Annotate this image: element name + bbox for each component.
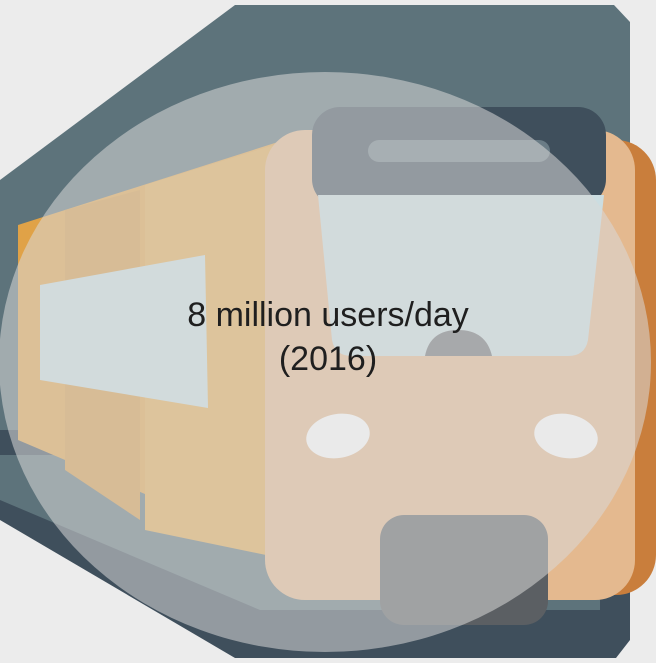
caption-line-1: 8 million users/day — [187, 296, 469, 334]
caption-line-2: (2016) — [278, 340, 378, 378]
overlay-circle — [0, 72, 651, 652]
caption: 8 million users/day (2016) — [0, 293, 656, 381]
